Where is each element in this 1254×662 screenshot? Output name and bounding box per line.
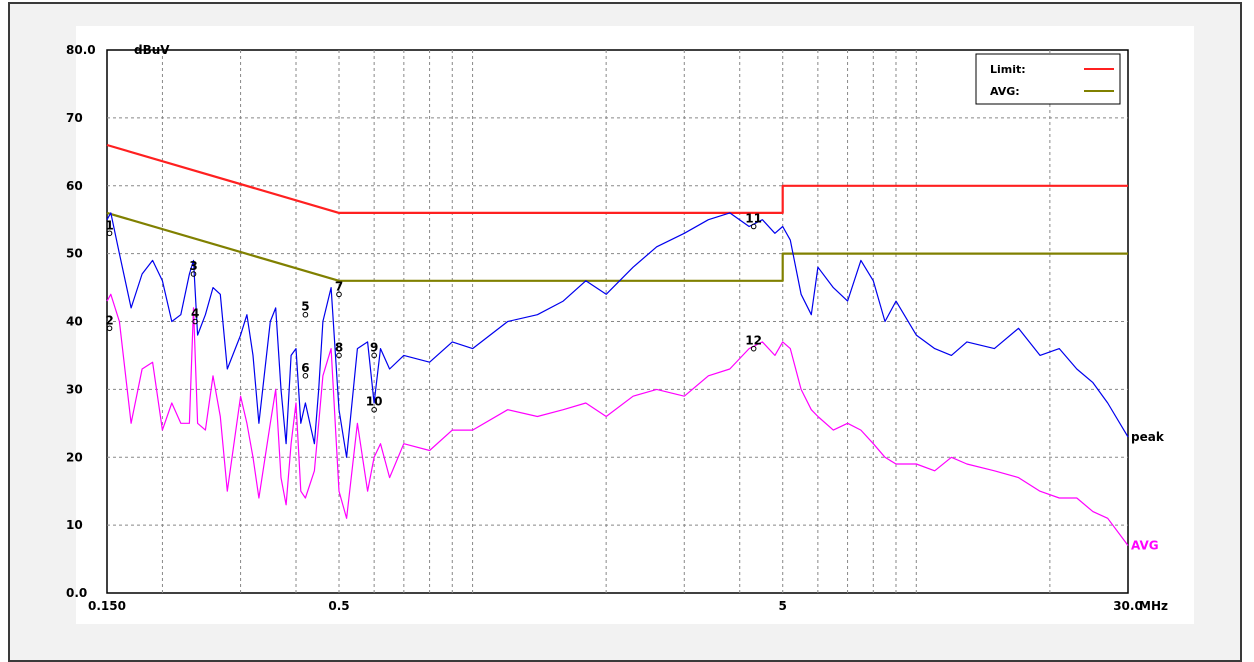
series-lines — [106, 143, 1129, 546]
marker-point — [750, 345, 757, 352]
x-unit-label: MHz — [1139, 599, 1168, 613]
marker-point — [371, 352, 377, 359]
marker-label: 8 — [335, 340, 343, 354]
series-line-2 — [106, 212, 1129, 458]
series-line-3 — [106, 293, 1129, 546]
series-line-0 — [106, 143, 1128, 214]
x-tick-labels: 0.150 0.5 5 30.0 — [88, 599, 1143, 613]
x-tick-label: 0.5 — [328, 599, 349, 613]
marker-label: 5 — [301, 300, 309, 314]
marker-point — [302, 373, 309, 379]
x-tick-label: 5 — [779, 599, 787, 613]
y-tick-label: 80.0 — [66, 43, 96, 57]
y-tick-label: 60 — [66, 179, 83, 193]
marker-label: 4 — [191, 307, 199, 321]
marker-label: 3 — [189, 259, 197, 273]
y-unit-label: dBuV — [134, 43, 170, 57]
marker-label: 9 — [370, 340, 378, 354]
legend-box — [975, 53, 1121, 105]
y-tick-label: 50 — [66, 247, 83, 261]
marker-point — [336, 352, 342, 359]
series-end-label-peak: peak — [1131, 430, 1165, 444]
legend: Limit: AVG: — [975, 53, 1121, 105]
x-tick-label: 0.150 — [88, 599, 126, 613]
y-tick-label: 20 — [66, 450, 83, 464]
x-tick-label: 30.0 — [1113, 599, 1143, 613]
marker-point — [336, 291, 342, 298]
marker-point — [192, 318, 198, 325]
y-tick-label: 40 — [66, 315, 83, 329]
marker-point — [371, 406, 377, 413]
marker-label: 11 — [745, 211, 762, 225]
series-line-1 — [106, 211, 1128, 282]
marker-label: 1 — [105, 218, 113, 232]
series-end-label-avg: AVG — [1131, 538, 1159, 552]
marker-point — [190, 271, 197, 277]
marker-label: 10 — [366, 395, 383, 409]
marker-point — [106, 325, 113, 332]
marker-label: 12 — [745, 334, 762, 348]
marker-point — [750, 223, 757, 230]
marker-point — [302, 311, 309, 318]
marker-label: 7 — [335, 279, 343, 293]
y-tick-labels: 80.0 70 60 50 40 30 20 10 0.0 — [66, 43, 96, 600]
legend-label: Limit: — [990, 63, 1026, 76]
marker-label: 6 — [301, 361, 309, 375]
y-tick-label: 30 — [66, 382, 83, 396]
y-tick-label: 70 — [66, 111, 83, 125]
y-tick-label: 0.0 — [66, 586, 87, 600]
legend-label: AVG: — [990, 85, 1020, 98]
y-tick-label: 10 — [66, 518, 83, 532]
marker-label: 2 — [105, 313, 113, 327]
marker-point — [106, 230, 113, 237]
